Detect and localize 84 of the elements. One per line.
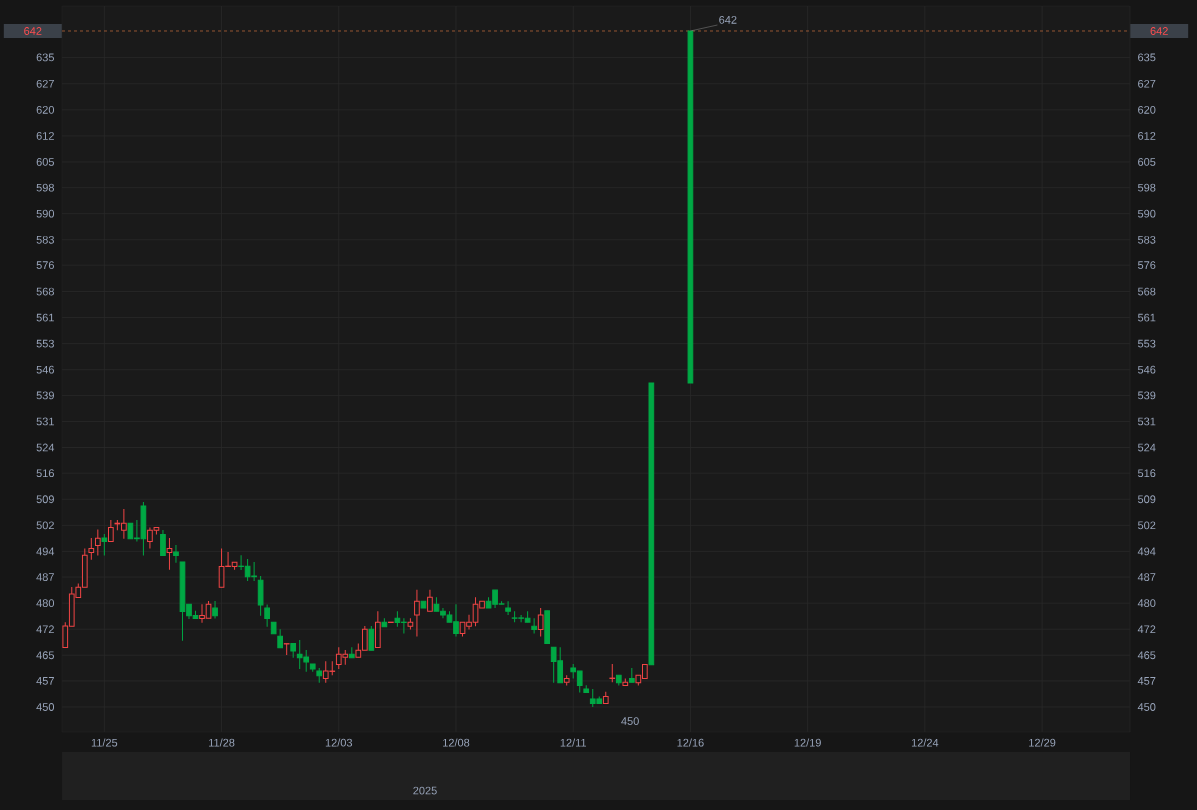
candlestick	[505, 600, 511, 616]
y2-tick-label: 494	[1137, 547, 1156, 556]
y2-tick-label: 561	[1137, 313, 1156, 322]
candlestick	[173, 544, 179, 564]
y-tick-label: 546	[36, 365, 54, 374]
candlestick	[166, 537, 173, 571]
y-tick-label: 576	[36, 261, 54, 270]
y-tick-label: 605	[36, 158, 54, 166]
candlestick	[283, 643, 290, 656]
y-tick-label: 583	[36, 235, 54, 244]
y2-tick-label: 516	[1137, 469, 1156, 478]
candlestick	[94, 529, 101, 557]
y2-tick-label: 568	[1137, 287, 1156, 296]
candlestick	[277, 628, 284, 649]
y-tick-label: 465	[36, 651, 54, 660]
x-tick-label: 12/16	[677, 738, 704, 747]
x-tick-label: 12/19	[794, 738, 821, 747]
candlestick	[609, 663, 616, 683]
y2-tick-label: 553	[1137, 339, 1156, 348]
annotation: 642	[719, 15, 737, 24]
x-tick-label: 12/08	[443, 738, 470, 747]
y-tick-label: 635	[36, 53, 54, 62]
text: 2025	[413, 786, 437, 795]
y2-tick-label: 524	[1137, 443, 1156, 452]
y-tick-label: 531	[36, 417, 54, 426]
x-tick-label: 12/11	[560, 738, 587, 747]
y-tick-label: 487	[36, 573, 54, 581]
y2-tick-label: 472	[1137, 625, 1156, 634]
y2-tick-label: 590	[1137, 209, 1156, 218]
y-tick-label: 612	[36, 132, 54, 140]
y-tick-label: 539	[36, 391, 54, 400]
y2-tick-label: 583	[1137, 235, 1156, 244]
x-tick-label: 11/25	[91, 738, 118, 747]
y2-tick-label: 450	[1137, 703, 1156, 711]
annotation: 450	[621, 717, 639, 725]
candlestick	[101, 533, 108, 557]
y-tick-label: 494	[36, 547, 55, 556]
candlestick	[414, 589, 420, 638]
y-tick-label: 516	[36, 469, 54, 478]
y-tick-label: 553	[36, 339, 54, 348]
y2-tick-label: 598	[1137, 183, 1156, 192]
y-tick-label: 590	[36, 209, 55, 218]
y2-tick-label: 480	[1137, 599, 1156, 608]
candlestick	[368, 625, 375, 651]
candlestick	[264, 604, 270, 628]
candlestick	[212, 600, 218, 620]
y-tick-label: 568	[36, 287, 54, 296]
y2-tick-label: 531	[1137, 417, 1156, 426]
y-tick-label: 509	[36, 495, 54, 504]
y-tick-label: 524	[36, 443, 55, 452]
candlestick	[427, 589, 433, 612]
y-tick-label: 472	[36, 625, 54, 634]
y2-tick-label: 605	[1138, 158, 1156, 166]
candlestick	[160, 529, 166, 557]
y2-tick-label: 539	[1137, 391, 1156, 400]
y-tick-label: 502	[36, 521, 54, 530]
text: 642	[1150, 27, 1168, 35]
y-tick-label: 561	[36, 313, 54, 322]
y-tick-label: 450	[36, 703, 55, 711]
y2-tick-label: 576	[1137, 261, 1156, 270]
y2-tick-label: 457	[1137, 677, 1156, 685]
y2-tick-label: 546	[1137, 365, 1156, 374]
x-tick-label: 11/28	[209, 738, 235, 747]
y2-tick-label: 487	[1137, 573, 1156, 581]
candlestick	[88, 537, 95, 561]
y2-tick-label: 509	[1137, 495, 1156, 504]
y2-tick-label: 502	[1137, 521, 1156, 530]
candlestick	[531, 617, 537, 634]
y-tick-label: 457	[36, 677, 54, 685]
x-tick-label: 12/03	[325, 738, 353, 747]
x-tick-label: 12/24	[911, 738, 939, 747]
x-tick-label: 12/29	[1029, 738, 1056, 747]
y-tick-label: 627	[36, 79, 54, 88]
candlestick	[537, 607, 544, 638]
y-tick-label: 598	[36, 183, 54, 192]
y2-tick-label: 620	[1138, 105, 1156, 114]
candlestick	[108, 519, 114, 543]
y-tick-label: 480	[36, 599, 55, 608]
y2-tick-label: 612	[1138, 132, 1156, 140]
y2-tick-label: 465	[1137, 651, 1156, 660]
y-tick-label: 620	[36, 105, 55, 114]
ref-line-label: 642	[24, 27, 42, 35]
y2-tick-label: 635	[1138, 53, 1156, 62]
y2-tick-label: 627	[1138, 79, 1156, 88]
